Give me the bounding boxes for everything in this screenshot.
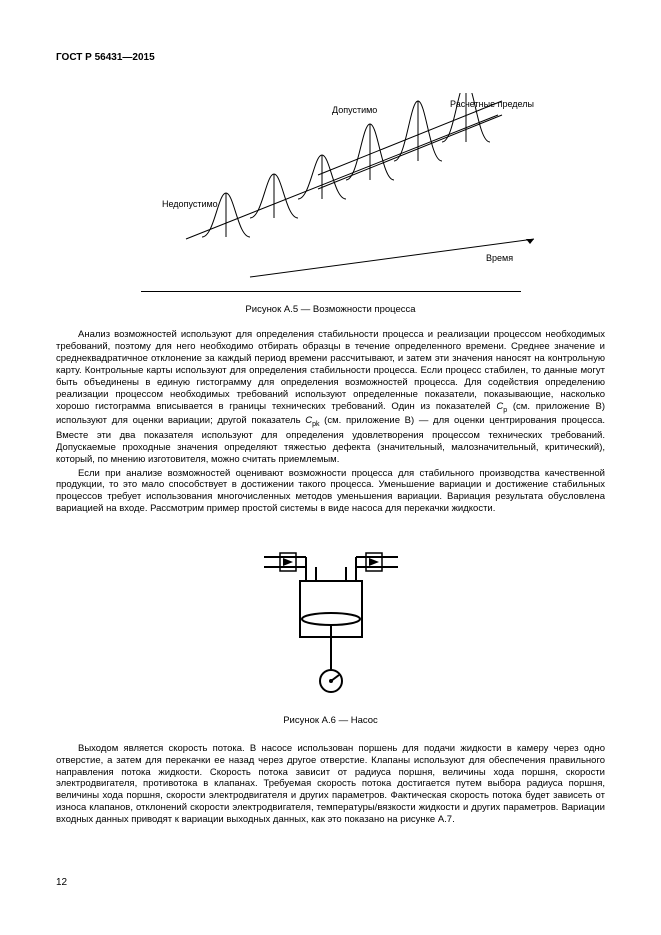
paragraph-3: Выходом является скорость потока. В насо…	[56, 743, 605, 826]
figure-a5-caption: Рисунок А.5 — Возможности процесса	[56, 304, 605, 316]
para1-a: Анализ возможностей используют для опред…	[56, 329, 605, 411]
page-number: 12	[56, 877, 67, 890]
label-unacceptable: Недопустимо	[162, 199, 218, 209]
label-acceptable: Допустимо	[332, 105, 377, 115]
paragraph-3-wrap: Выходом является скорость потока. В насо…	[56, 743, 605, 826]
paragraph-1: Анализ возможностей используют для опред…	[56, 329, 605, 515]
figure-a6-svg	[256, 533, 406, 703]
page: ГОСТ Р 56431—2015 Время	[0, 0, 661, 935]
figure-a6-caption: Рисунок А.6 — Насос	[56, 715, 605, 727]
figure-a5-rule	[141, 291, 521, 292]
label-time: Время	[486, 253, 513, 263]
label-limits: Расчетные пределы	[450, 99, 534, 109]
doc-header: ГОСТ Р 56431—2015	[56, 52, 605, 65]
paragraph-2: Если при анализе возможностей оценивают …	[56, 468, 605, 516]
cpk-sub: pk	[312, 421, 319, 428]
figure-a5-svg: Время Недопустимо Допустимо Расчетн	[146, 93, 566, 289]
